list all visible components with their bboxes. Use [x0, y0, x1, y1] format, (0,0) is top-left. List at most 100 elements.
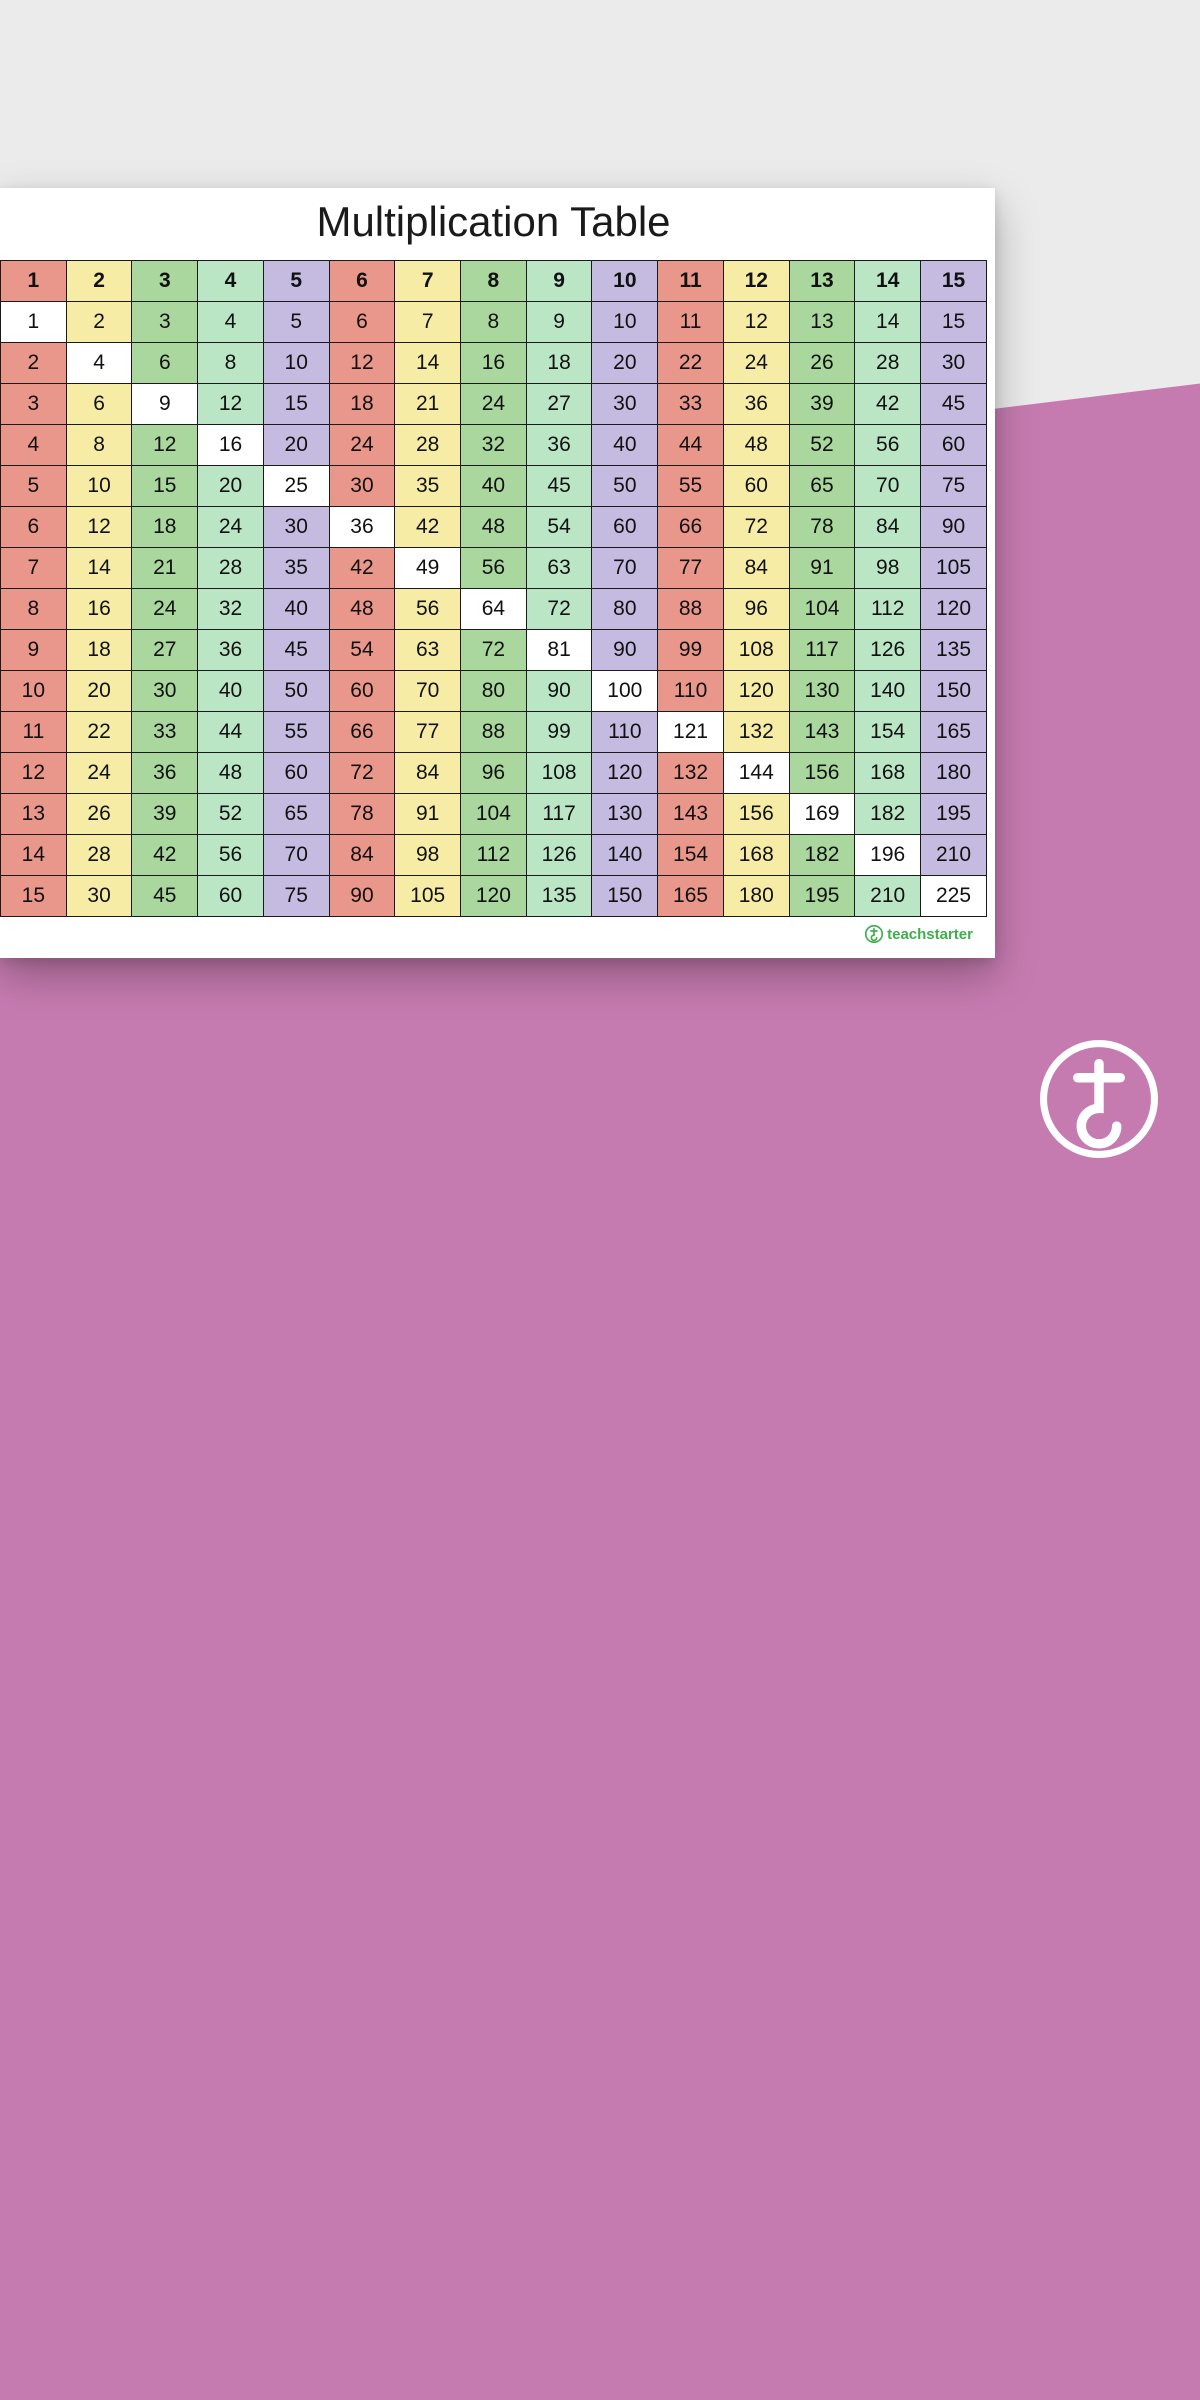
table-cell: 20	[198, 466, 264, 507]
table-cell: 180	[723, 876, 789, 917]
table-cell: 225	[921, 876, 987, 917]
table-cell: 20	[592, 343, 658, 384]
table-cell: 48	[198, 753, 264, 794]
table-cell: 150	[592, 876, 658, 917]
table-cell: 24	[66, 753, 132, 794]
table-cell: 16	[198, 425, 264, 466]
table-cell: 24	[461, 384, 527, 425]
multiplication-table-card: Multiplication Table 1234567891011121314…	[0, 188, 995, 958]
table-cell: 33	[658, 384, 724, 425]
table-cell: 26	[789, 343, 855, 384]
table-cell: 108	[526, 753, 592, 794]
table-cell: 96	[461, 753, 527, 794]
table-cell: 126	[526, 835, 592, 876]
table-header-cell: 6	[329, 261, 395, 302]
table-cell: 132	[723, 712, 789, 753]
table-cell: 10	[1, 671, 67, 712]
table-cell: 112	[855, 589, 921, 630]
table-header-cell: 10	[592, 261, 658, 302]
table-cell: 36	[526, 425, 592, 466]
table-row: 13263952657891104117130143156169182195	[1, 794, 987, 835]
table-cell: 2	[1, 343, 67, 384]
table-cell: 24	[132, 589, 198, 630]
table-cell: 210	[921, 835, 987, 876]
table-cell: 3	[132, 302, 198, 343]
table-cell: 4	[66, 343, 132, 384]
page-title: Multiplication Table	[0, 188, 987, 260]
table-cell: 210	[855, 876, 921, 917]
table-cell: 27	[526, 384, 592, 425]
table-cell: 4	[1, 425, 67, 466]
table-cell: 24	[723, 343, 789, 384]
table-header-cell: 5	[263, 261, 329, 302]
table-cell: 77	[658, 548, 724, 589]
table-cell: 13	[1, 794, 67, 835]
table-cell: 156	[789, 753, 855, 794]
table-cell: 120	[461, 876, 527, 917]
table-cell: 18	[329, 384, 395, 425]
table-cell: 35	[395, 466, 461, 507]
table-cell: 63	[395, 630, 461, 671]
table-cell: 50	[263, 671, 329, 712]
table-cell: 180	[921, 753, 987, 794]
table-cell: 10	[592, 302, 658, 343]
table-cell: 63	[526, 548, 592, 589]
table-cell: 110	[658, 671, 724, 712]
table-cell: 84	[723, 548, 789, 589]
table-cell: 28	[395, 425, 461, 466]
table-row: 51015202530354045505560657075	[1, 466, 987, 507]
table-cell: 26	[66, 794, 132, 835]
table-cell: 15	[921, 302, 987, 343]
table-cell: 117	[789, 630, 855, 671]
table-cell: 72	[329, 753, 395, 794]
table-cell: 60	[263, 753, 329, 794]
table-cell: 45	[526, 466, 592, 507]
table-cell: 8	[1, 589, 67, 630]
table-cell: 65	[789, 466, 855, 507]
table-cell: 44	[658, 425, 724, 466]
table-cell: 120	[592, 753, 658, 794]
brand-text: teachstarter	[887, 926, 973, 943]
table-cell: 65	[263, 794, 329, 835]
table-header-cell: 7	[395, 261, 461, 302]
table-row: 24681012141618202224262830	[1, 343, 987, 384]
table-cell: 105	[395, 876, 461, 917]
table-cell: 135	[921, 630, 987, 671]
table-cell: 120	[723, 671, 789, 712]
table-cell: 70	[263, 835, 329, 876]
table-cell: 24	[198, 507, 264, 548]
table-cell: 5	[263, 302, 329, 343]
table-cell: 11	[658, 302, 724, 343]
table-row: 369121518212427303336394245	[1, 384, 987, 425]
table-row: 61218243036424854606672788490	[1, 507, 987, 548]
table-cell: 2	[66, 302, 132, 343]
table-header-cell: 4	[198, 261, 264, 302]
table-cell: 21	[132, 548, 198, 589]
table-header-cell: 2	[66, 261, 132, 302]
table-cell: 90	[526, 671, 592, 712]
table-cell: 40	[198, 671, 264, 712]
table-row: 123456789101112131415	[1, 302, 987, 343]
table-cell: 18	[66, 630, 132, 671]
table-row: 81624324048566472808896104112120	[1, 589, 987, 630]
table-cell: 14	[1, 835, 67, 876]
multiplication-table: 1234567891011121314151234567891011121314…	[0, 260, 987, 917]
table-cell: 44	[198, 712, 264, 753]
table-cell: 42	[132, 835, 198, 876]
table-cell: 54	[526, 507, 592, 548]
table-cell: 35	[263, 548, 329, 589]
table-cell: 1	[1, 302, 67, 343]
table-cell: 121	[658, 712, 724, 753]
table-cell: 80	[461, 671, 527, 712]
table-cell: 168	[855, 753, 921, 794]
table-cell: 48	[329, 589, 395, 630]
table-cell: 91	[789, 548, 855, 589]
table-header-cell: 12	[723, 261, 789, 302]
table-cell: 15	[263, 384, 329, 425]
table-cell: 14	[66, 548, 132, 589]
table-cell: 84	[855, 507, 921, 548]
table-cell: 168	[723, 835, 789, 876]
table-cell: 20	[263, 425, 329, 466]
table-cell: 72	[461, 630, 527, 671]
table-cell: 66	[329, 712, 395, 753]
